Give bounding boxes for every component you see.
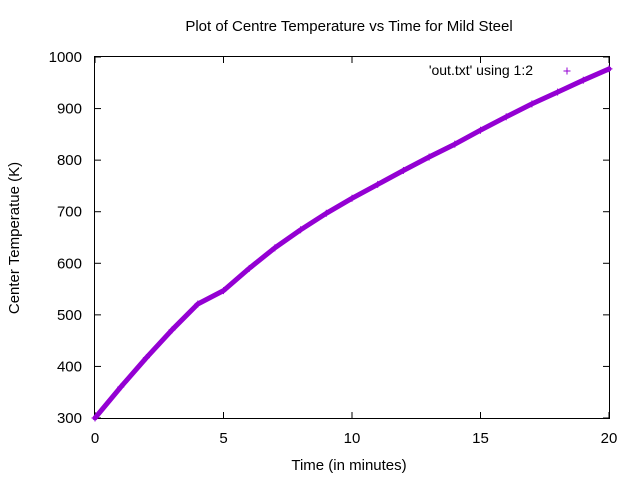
x-tick-label: 5	[219, 430, 227, 447]
x-axis: 0 5 10 15 20	[91, 57, 618, 447]
x-axis-label: Time (in minutes)	[291, 457, 406, 474]
data-point	[194, 300, 202, 308]
legend-label: 'out.txt' using 1:2	[429, 62, 533, 78]
y-tick-label: 600	[57, 255, 82, 272]
x-tick-label: 10	[344, 430, 361, 447]
data-point	[451, 140, 459, 148]
data-point	[220, 287, 227, 295]
y-tick-label: 900	[57, 101, 82, 118]
data-point	[168, 326, 176, 334]
data-point	[245, 264, 253, 272]
series-layer	[91, 65, 613, 422]
data-point	[477, 126, 484, 134]
y-tick-label: 700	[57, 204, 82, 221]
y-tick-label: 1000	[49, 49, 82, 66]
data-point	[348, 194, 356, 202]
legend-marker	[563, 67, 571, 75]
data-point	[579, 76, 587, 84]
data-point	[502, 113, 510, 121]
y-axis: 300 400 500 600 700 800 900 1000	[49, 49, 609, 427]
data-point	[91, 414, 99, 422]
y-tick-label: 300	[57, 410, 82, 427]
data-point	[322, 209, 330, 217]
data-point	[528, 100, 536, 108]
plot-border	[94, 56, 610, 419]
y-tick-label: 400	[57, 358, 82, 375]
data-point	[399, 166, 407, 174]
legend: 'out.txt' using 1:2	[429, 62, 571, 78]
x-tick-label: 0	[91, 430, 99, 447]
data-point	[605, 65, 613, 73]
series-trace	[92, 66, 612, 421]
x-tick-label: 15	[472, 430, 489, 447]
x-tick-label: 20	[601, 430, 618, 447]
data-point	[271, 244, 279, 252]
y-axis-label: Center Temperatue (K)	[6, 162, 23, 314]
data-point	[117, 383, 125, 391]
chart-title: Plot of Centre Temperature vs Time for M…	[185, 18, 512, 35]
data-point	[297, 226, 305, 234]
y-tick-label: 500	[57, 307, 82, 324]
data-point	[425, 153, 433, 161]
data-point	[374, 180, 382, 188]
data-point	[554, 88, 562, 96]
data-point	[142, 354, 150, 362]
y-tick-label: 800	[57, 152, 82, 169]
